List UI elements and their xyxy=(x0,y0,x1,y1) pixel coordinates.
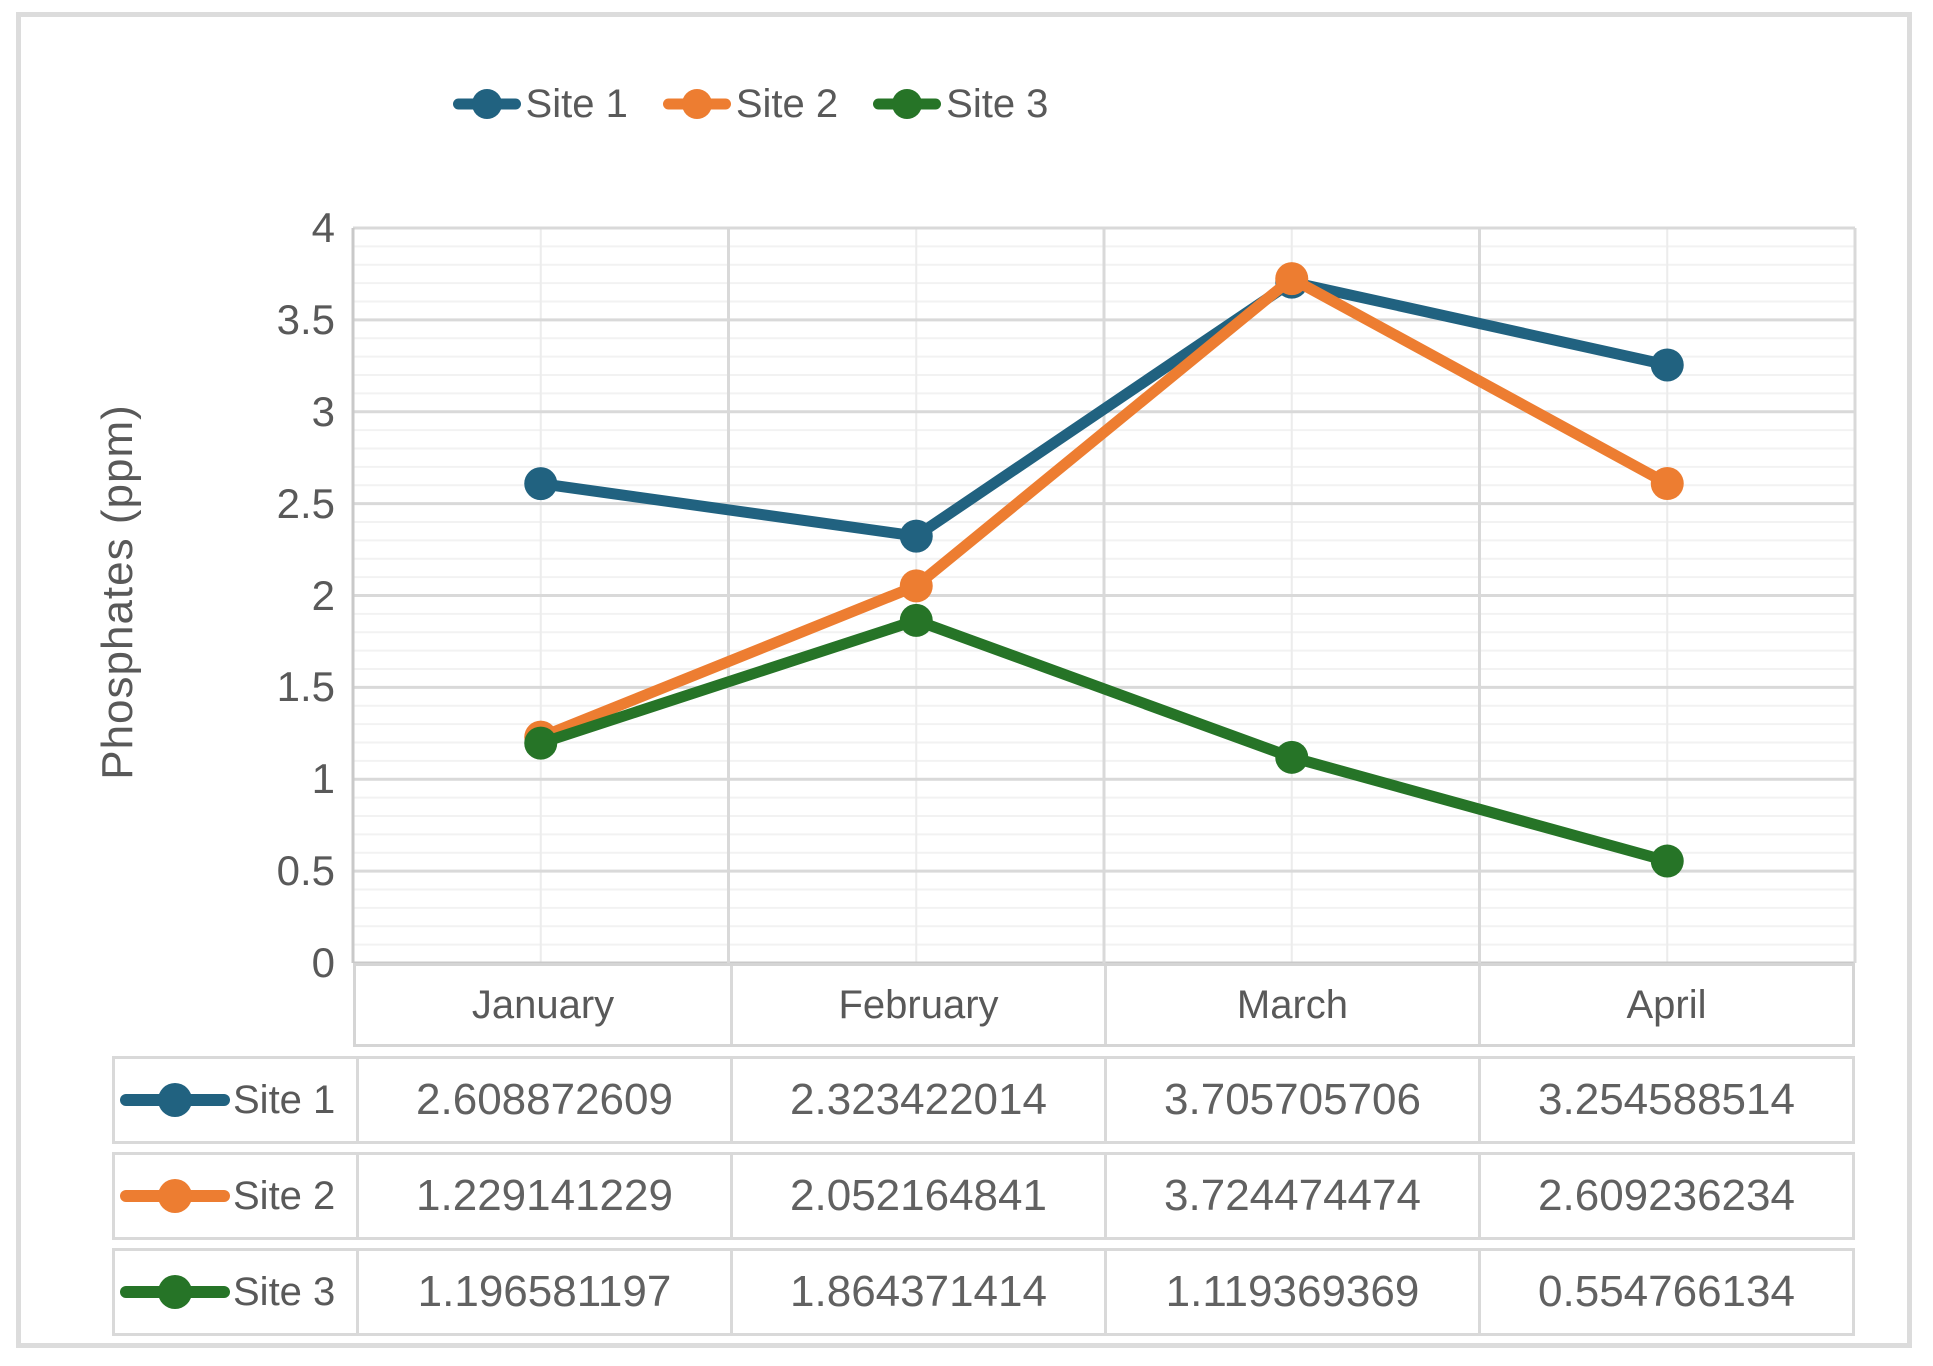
y-tick-label: 1 xyxy=(311,755,335,803)
table-value-cell: 1.119369369 xyxy=(1104,1251,1478,1333)
table-value-cell: 2.323422014 xyxy=(730,1059,1104,1141)
table-series-key: Site 3 xyxy=(115,1251,356,1333)
table-value-cell: 0.554766134 xyxy=(1478,1251,1852,1333)
table-series-label: Site 3 xyxy=(233,1269,336,1314)
legend-item-site-2[interactable]: Site 2 xyxy=(662,82,838,127)
data-point xyxy=(1275,262,1309,296)
table-value-cell: 1.229141229 xyxy=(356,1155,730,1237)
y-axis-title: Phosphates (ppm) xyxy=(93,404,142,780)
series-marker-icon xyxy=(873,89,942,119)
y-tick-label: 0 xyxy=(311,939,335,986)
x-axis-label: January xyxy=(471,982,615,1027)
data-point xyxy=(899,569,933,603)
series-line-site-1 xyxy=(535,276,1673,542)
plot-area xyxy=(351,226,1857,965)
y-tick-label: 0.5 xyxy=(276,847,335,895)
table-value-cell: 3.705705706 xyxy=(1104,1059,1478,1141)
legend-item-site-3[interactable]: Site 3 xyxy=(872,82,1048,127)
data-point xyxy=(1275,740,1309,774)
series-marker-icon xyxy=(120,1275,230,1309)
data-point xyxy=(1650,348,1684,382)
series-marker-icon xyxy=(120,1179,230,1213)
y-tick-label: 2 xyxy=(311,571,335,619)
table-row-site-1: Site 1 2.608872609 2.323422014 3.705705706 3… xyxy=(112,1056,1855,1144)
table-value-cell: 2.052164841 xyxy=(730,1155,1104,1237)
series-marker-icon xyxy=(120,1083,230,1117)
legend-label: Site 2 xyxy=(735,81,839,126)
table-series-key: Site 1 xyxy=(115,1059,356,1141)
y-tick-label: 4 xyxy=(311,204,335,251)
table-value-cell: 3.254588514 xyxy=(1478,1059,1852,1141)
y-tick-label: 2.5 xyxy=(276,479,335,527)
table-series-label: Site 1 xyxy=(233,1077,336,1122)
table-series-key: Site 2 xyxy=(115,1155,356,1237)
legend-item-site-1[interactable]: Site 1 xyxy=(452,82,628,127)
chart-legend: Site 1 Site 2 Site 3 xyxy=(0,78,1500,130)
data-point xyxy=(899,603,933,637)
data-point xyxy=(524,726,558,760)
legend-label: Site 3 xyxy=(946,81,1049,126)
series-line-site-3 xyxy=(535,614,1673,867)
table-value-cell: 1.196581197 xyxy=(356,1251,730,1333)
x-axis-category-row: January February March April xyxy=(353,963,1855,1047)
table-value-cell: 3.724474474 xyxy=(1104,1155,1478,1237)
data-point xyxy=(1650,467,1684,501)
y-tick-label: 1.5 xyxy=(276,663,335,711)
y-tick-label: 3 xyxy=(311,387,335,435)
table-row-site-3: Site 3 1.196581197 1.864371414 1.119369369 0… xyxy=(112,1248,1855,1336)
y-tick-label: 3.5 xyxy=(276,295,335,343)
data-point xyxy=(899,519,933,553)
series-marker-icon xyxy=(662,89,731,119)
series-marker-icon xyxy=(452,89,521,119)
table-row-site-2: Site 2 1.229141229 2.052164841 3.724474474 2… xyxy=(112,1152,1855,1240)
x-axis-label: March xyxy=(1104,966,1478,1044)
x-axis-label: April xyxy=(1478,966,1852,1044)
table-value-cell: 1.864371414 xyxy=(730,1251,1104,1333)
data-point xyxy=(1650,844,1684,878)
data-table: Site 1 2.608872609 2.323422014 3.705705706 3… xyxy=(112,1056,1855,1344)
series-line-site-2 xyxy=(535,273,1673,743)
data-point xyxy=(524,467,558,501)
table-value-cell: 2.609236234 xyxy=(1478,1155,1852,1237)
table-value-cell: 2.608872609 xyxy=(356,1059,730,1141)
x-axis-label: February xyxy=(730,966,1104,1044)
legend-label: Site 1 xyxy=(525,81,628,126)
table-series-label: Site 2 xyxy=(233,1173,336,1218)
